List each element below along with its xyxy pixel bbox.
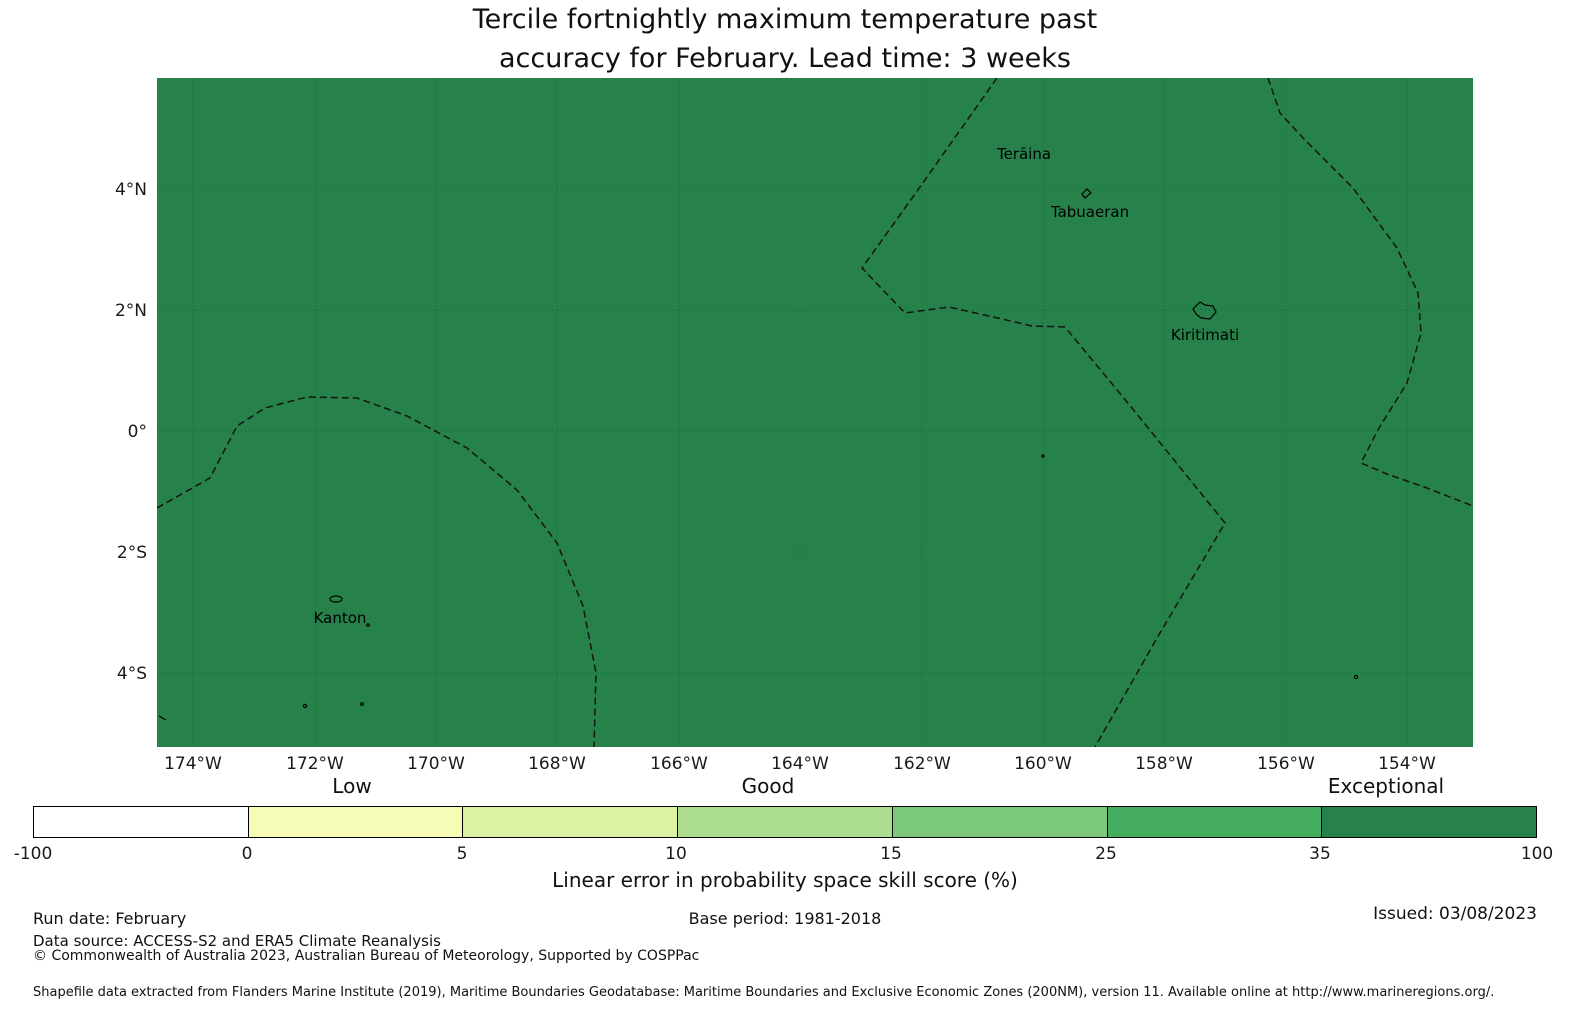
x-tick-label: 170°W	[407, 754, 465, 774]
x-tick-label: 174°W	[164, 754, 222, 774]
issued-date-text: Issued: 03/08/2023	[1373, 904, 1537, 924]
figure-title-line2: accuracy for February. Lead time: 3 week…	[499, 43, 1071, 74]
island-label-teraina: Terāina	[996, 145, 1051, 163]
island-outlines	[158, 188, 1359, 721]
data-source-text: Data source: ACCESS-S2 and ERA5 Climate …	[33, 932, 441, 950]
colorbar-segment	[1106, 807, 1322, 837]
islet-dot	[1041, 454, 1045, 458]
y-tick-label: 0°	[127, 422, 147, 442]
colorbar-segment	[247, 807, 463, 837]
map-area: Terāina Tabuaeran Kiritimati Kanton	[157, 78, 1473, 747]
figure-title-line1: Tercile fortnightly maximum temperature …	[472, 4, 1098, 35]
x-tick-label: 164°W	[771, 754, 829, 774]
x-tick-label: 156°W	[1257, 754, 1315, 774]
x-tick-label: 162°W	[893, 754, 951, 774]
maritime-boundary-lines	[157, 78, 1473, 747]
colorbar-segment	[677, 807, 892, 837]
islet-dot	[302, 703, 308, 709]
x-tick-label: 166°W	[650, 754, 708, 774]
boundary-central	[861, 78, 1226, 747]
colorbar-tick: 0	[241, 844, 253, 864]
island-label-tabuaeran: Tabuaeran	[1050, 203, 1129, 221]
island-kanton-outline	[329, 595, 343, 603]
y-tick-label: 4°S	[116, 664, 147, 684]
colorbar-axis-label: Linear error in probability space skill …	[552, 868, 1018, 892]
x-tick-label: 154°W	[1378, 754, 1436, 774]
colorbar-segment	[34, 807, 248, 837]
colorbar	[33, 806, 1537, 838]
base-period-text: Base period: 1981-2018	[688, 909, 882, 928]
island-kiritimati-outline	[1192, 301, 1217, 320]
colorbar-tick: 10	[665, 844, 687, 864]
skill-label-good: Good	[741, 774, 795, 798]
copyright-text: © Commonwealth of Australia 2023, Austra…	[33, 948, 700, 964]
islet-dot	[366, 623, 370, 627]
x-tick-label: 172°W	[286, 754, 344, 774]
skill-label-exceptional: Exceptional	[1327, 774, 1445, 798]
x-tick-label: 160°W	[1014, 754, 1072, 774]
shapefile-note: Shapefile data extracted from Flanders M…	[33, 985, 1495, 1000]
y-tick-label: 4°N	[114, 180, 147, 200]
island-label-kiritimati: Kiritimati	[1171, 326, 1239, 344]
colorbar-tick: -100	[13, 844, 53, 864]
boundary-west	[157, 396, 597, 747]
colorbar-tick: 5	[456, 844, 468, 864]
y-tick-label: 2°S	[116, 543, 147, 563]
map-canvas: Terāina Tabuaeran Kiritimati Kanton	[157, 78, 1473, 747]
colorbar-segment	[462, 807, 678, 837]
y-tick-label: 2°N	[114, 301, 147, 321]
colorbar-tick: 15	[880, 844, 902, 864]
colorbar-tick: 35	[1309, 844, 1331, 864]
run-date-text: Run date: February	[33, 909, 187, 928]
boundary-east	[1267, 78, 1473, 507]
x-tick-label: 168°W	[528, 754, 586, 774]
island-label-kanton: Kanton	[314, 609, 367, 627]
skill-label-low: Low	[332, 774, 372, 798]
island-tabuaeran-outline	[1081, 188, 1092, 199]
colorbar-tick: 25	[1095, 844, 1117, 864]
colorbar-segment	[1321, 807, 1537, 837]
figure-title: Tercile fortnightly maximum temperature …	[0, 0, 1570, 78]
island-labels: Terāina Tabuaeran Kiritimati Kanton	[314, 145, 1240, 627]
islet-dot	[1353, 674, 1359, 680]
colorbar-tick: 100	[1520, 844, 1554, 864]
islet-dot	[360, 702, 364, 706]
colorbar-segment	[891, 807, 1107, 837]
islet-edge-mark	[158, 715, 167, 721]
map-gridlines	[157, 78, 1473, 747]
x-tick-label: 158°W	[1135, 754, 1193, 774]
